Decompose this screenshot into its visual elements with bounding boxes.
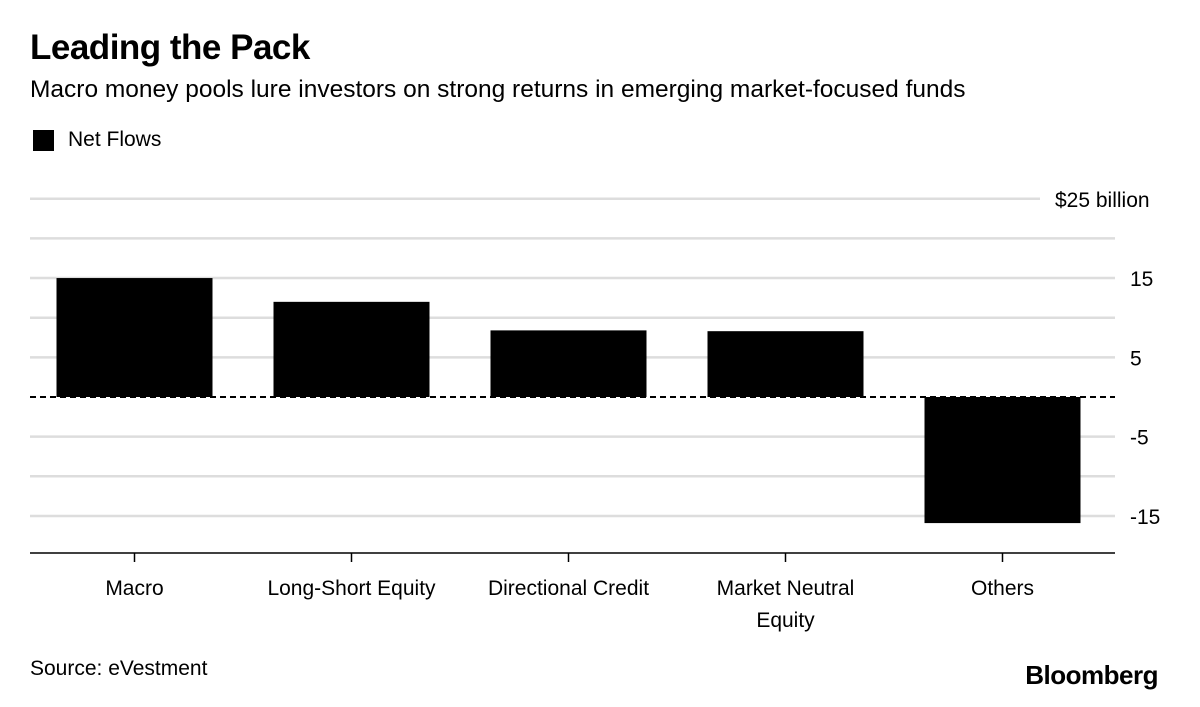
x-tick-label: Market Neutral xyxy=(717,577,855,600)
source-note: Source: eVestment xyxy=(30,657,208,680)
chart-subtitle: Macro money pools lure investors on stro… xyxy=(30,76,966,103)
y-tick-label: 5 xyxy=(1130,347,1142,370)
legend: Net Flows xyxy=(33,128,161,152)
x-axis: Macro Long-Short Equity Directional Credit… xyxy=(30,552,1115,632)
y-tick-labels: $25 billion 15 5 -5 -15 xyxy=(1055,189,1160,529)
bars xyxy=(56,278,1081,524)
legend-label-net-flows: Net Flows xyxy=(68,128,162,151)
y-tick-label: $25 billion xyxy=(1055,189,1150,212)
bloomberg-logo: Bloomberg xyxy=(1025,660,1158,690)
x-tick-label: Directional Credit xyxy=(488,577,649,600)
x-tick-label: Equity xyxy=(756,609,815,632)
bar-directional-credit xyxy=(490,330,647,397)
bar-others xyxy=(924,397,1081,524)
x-tick-label: Macro xyxy=(105,577,163,600)
x-tick-label: Others xyxy=(971,577,1034,600)
bar-market-neutral-equity xyxy=(707,331,864,397)
bar-macro xyxy=(56,278,213,397)
y-tick-label: -15 xyxy=(1130,506,1160,529)
chart-title: Leading the Pack xyxy=(30,28,310,67)
legend-swatch-net-flows xyxy=(33,129,54,151)
y-tick-label: -5 xyxy=(1130,427,1149,450)
bar-long-short-equity xyxy=(273,301,430,397)
y-tick-label: 15 xyxy=(1130,268,1153,291)
x-tick-label: Long-Short Equity xyxy=(267,577,436,600)
